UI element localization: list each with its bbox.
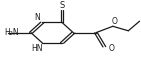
- Text: S: S: [59, 1, 65, 10]
- Text: N: N: [34, 13, 39, 22]
- Text: HN: HN: [31, 44, 42, 53]
- Text: H₂N: H₂N: [4, 28, 19, 37]
- Text: O: O: [111, 17, 117, 26]
- Text: O: O: [108, 44, 114, 53]
